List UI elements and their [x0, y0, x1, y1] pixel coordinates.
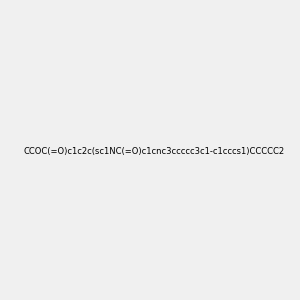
Text: CCOC(=O)c1c2c(sc1NC(=O)c1cnc3ccccc3c1-c1cccs1)CCCCC2: CCOC(=O)c1c2c(sc1NC(=O)c1cnc3ccccc3c1-c1…	[23, 147, 284, 156]
